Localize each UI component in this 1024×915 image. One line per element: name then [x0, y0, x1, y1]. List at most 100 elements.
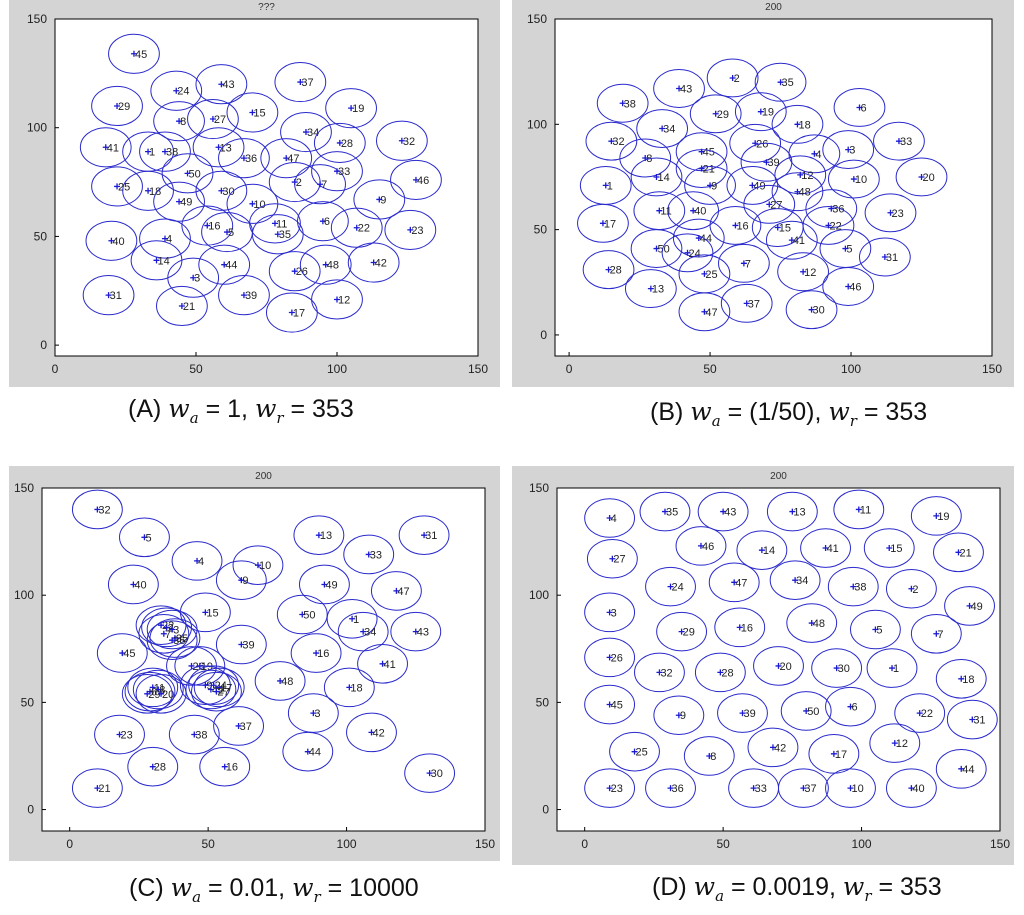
node-marker — [130, 50, 137, 57]
node-marker — [740, 260, 747, 267]
node-b-50: 50 — [630, 229, 683, 269]
node-marker — [105, 292, 112, 299]
caption-b-wr: w — [828, 397, 850, 426]
node-label: 3 — [849, 145, 855, 157]
node-label: 22 — [921, 708, 933, 720]
node-label: 29 — [148, 689, 160, 701]
node-label: 19 — [937, 511, 949, 523]
node-d-41: 41 — [800, 528, 851, 568]
node-marker — [160, 630, 167, 637]
node-marker — [766, 201, 773, 208]
node-label: 7 — [937, 629, 943, 641]
x-tick-label-a: 150 — [468, 362, 488, 376]
node-label: 42 — [372, 727, 384, 739]
node-circle — [153, 181, 205, 222]
node-label: 44 — [225, 260, 237, 272]
y-tick-label-d: 150 — [529, 481, 549, 495]
node-label: 30 — [838, 663, 850, 675]
node-circle — [199, 746, 251, 787]
node-marker — [599, 220, 606, 227]
node-c-4: 4 — [171, 541, 223, 581]
node-b-23: 23 — [864, 193, 917, 233]
node-marker — [310, 710, 317, 717]
node-marker — [958, 675, 965, 682]
node-circle — [185, 669, 237, 710]
node-marker — [717, 669, 724, 676]
caption-d-wr-value: = 353 — [878, 873, 942, 901]
node-marker — [319, 218, 326, 225]
node-label: 1 — [149, 147, 155, 159]
node-marker — [736, 624, 743, 631]
node-label: 37 — [804, 783, 816, 795]
node-d-1: 1 — [866, 648, 918, 688]
node-marker — [750, 785, 757, 792]
node-marker — [365, 551, 372, 558]
node-marker — [855, 506, 862, 513]
node-circle — [697, 491, 749, 532]
node-label: 37 — [301, 77, 313, 89]
node-circle — [586, 538, 638, 579]
node-marker — [336, 139, 343, 146]
node-label: 18 — [798, 119, 810, 131]
node-label: 32 — [612, 136, 624, 148]
node-label: 18 — [962, 674, 974, 686]
node-d-46: 46 — [675, 526, 727, 566]
node-circle — [132, 669, 184, 710]
node-circle — [139, 131, 191, 172]
node-circle — [653, 695, 705, 736]
node-circle — [833, 489, 885, 530]
node-c-35: 35 — [149, 618, 201, 658]
node-marker — [881, 254, 888, 261]
node-circle — [822, 130, 875, 170]
node-label: 2 — [296, 177, 302, 189]
node-circle — [215, 624, 267, 665]
caption-c: (C) wa = 0.01, wr = 10000 — [129, 873, 419, 906]
node-marker — [647, 285, 654, 292]
node-marker — [130, 581, 137, 588]
node-circle — [786, 603, 838, 643]
node-marker — [393, 587, 400, 594]
node-label: 4 — [611, 513, 617, 525]
node-a-28: 28 — [313, 122, 366, 163]
node-c-34: 34 — [337, 611, 389, 652]
node-marker — [188, 662, 195, 669]
node-circle — [661, 233, 714, 273]
node-circle — [596, 83, 649, 123]
node-circle — [811, 648, 863, 688]
node-marker — [743, 300, 750, 307]
node-c-43: 43 — [390, 611, 442, 652]
node-circle — [195, 64, 248, 105]
node-circle — [171, 541, 223, 581]
node-circle — [268, 251, 321, 292]
node-label: 45 — [611, 700, 623, 712]
x-tick-label-d: 150 — [990, 837, 1010, 851]
node-marker — [321, 581, 328, 588]
node-d-11: 11 — [833, 489, 885, 530]
node-marker — [218, 187, 225, 194]
node-c-23: 23 — [94, 714, 145, 755]
node-label: 6 — [860, 102, 866, 114]
node-label: 35 — [279, 229, 291, 241]
y-tick-label-c: 150 — [14, 481, 34, 495]
node-circle — [347, 242, 400, 283]
node-label: 9 — [380, 194, 386, 206]
node-circle — [717, 693, 768, 733]
node-circle — [609, 731, 660, 772]
node-circle — [785, 290, 838, 330]
node-label: 6 — [324, 216, 330, 228]
node-d-9: 9 — [653, 695, 705, 736]
node-circle — [167, 257, 220, 298]
node-d-30: 30 — [811, 648, 863, 688]
node-d-28: 28 — [694, 652, 746, 693]
node-label: 31 — [886, 252, 898, 264]
node-circle — [357, 643, 408, 684]
node-marker — [334, 296, 340, 303]
node-label: 29 — [118, 101, 130, 113]
node-circle — [282, 731, 334, 772]
node-circle — [384, 209, 437, 250]
node-d-12: 12 — [869, 723, 921, 763]
node-marker — [114, 183, 121, 190]
node-circle — [71, 489, 123, 530]
node-marker — [966, 602, 973, 609]
node-marker — [145, 148, 152, 155]
